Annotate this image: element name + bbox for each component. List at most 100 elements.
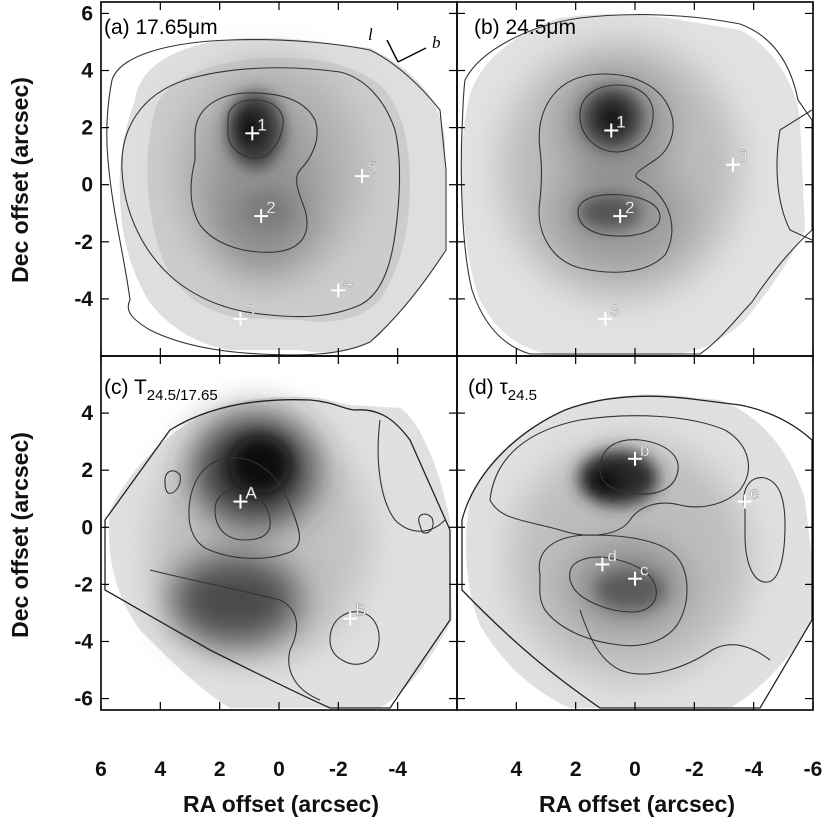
panel-b-contour-4: [577, 194, 661, 237]
panel-c-contour-outer: [104, 399, 451, 709]
panel-c-ytick-label: 0: [81, 516, 93, 539]
panel-c-ytick-label: -2: [74, 573, 93, 596]
compass-b-arm: [397, 47, 427, 63]
panel-c-contour-8: [149, 569, 321, 701]
panel-c: AB: [104, 396, 453, 709]
panel-d-contour-4: [538, 534, 688, 647]
panel-c-ytick-label: 2: [81, 459, 93, 482]
panel-d-contour-2: [489, 415, 749, 536]
panel-a-ytick-label: 0: [81, 174, 93, 197]
panel-d-contour-outer: [461, 395, 813, 709]
panel-a-source-5: 5: [355, 158, 377, 184]
panel-d-xtick-label: -2: [685, 758, 704, 781]
panel-a-contour-4: [227, 99, 284, 159]
panel-c-xtick-label: 2: [214, 758, 226, 781]
panel-c-contour-3: [214, 489, 271, 541]
panel-d-source-b: b: [628, 441, 650, 466]
panel-d-xtick-label: 4: [510, 758, 522, 781]
source-label: 2: [625, 198, 634, 217]
panel-a-markers: 1 2 3 4 5: [233, 115, 377, 326]
panel-d-xtick-label: 0: [629, 758, 641, 781]
panel-c-xtick-label: 0: [273, 758, 285, 781]
panel-a-label: (a) 17.65μm: [104, 16, 218, 39]
source-label: B: [355, 601, 366, 620]
panel-d-source-c: c: [628, 560, 649, 586]
x-axis-title-left: RA offset (arcsec): [183, 791, 379, 817]
source-label: b: [640, 441, 649, 460]
y-axis-title-bottom: Dec offset (arcsec): [7, 432, 33, 638]
panel-b-source-1: 1: [604, 112, 626, 138]
source-label: 4: [343, 272, 352, 291]
panel-d-xtick-label: 2: [570, 758, 582, 781]
panel-c-xtick-label: 6: [95, 758, 107, 781]
panel-a-ytick-label: 6: [81, 2, 93, 25]
tick-labels: 6 4 2 0 -2 -4 6 4 2 0 -2 -4 4 2 0 -2 -4 -6 4 2 0 -2 -4 -6: [74, 2, 822, 781]
panel-b-source-2: 2: [613, 198, 635, 224]
panel-d-source-e: e: [737, 483, 759, 509]
source-label: 5: [367, 158, 376, 177]
tick-marks: [100, 2, 814, 710]
panel-c-xtick-label: -4: [388, 758, 407, 781]
panel-c-contour-5: [329, 611, 380, 665]
panel-d-xtick-label: -4: [744, 758, 763, 781]
panel-c-contour-4: [164, 470, 181, 494]
panel-a-ytick-label: 4: [81, 60, 93, 83]
panel-a-source-4: 4: [331, 272, 353, 298]
panel-b-label: (b) 24.5μm: [474, 16, 576, 39]
panel-a: 1 2 3 4 5: [106, 37, 447, 356]
source-label: 1: [616, 112, 625, 131]
source-label: A: [245, 484, 257, 503]
panel-c-source-A: A: [233, 483, 258, 509]
panel-c-ytick-label: -6: [74, 688, 93, 711]
source-label: 5: [738, 147, 747, 166]
compass-l-label: l: [368, 25, 373, 44]
panel-d-contour-5: [569, 556, 657, 613]
panel-b: 1 2 3 5: [460, 14, 813, 356]
panel-c-ytick-label: 4: [81, 402, 93, 425]
compass-b-label: b: [432, 33, 441, 52]
source-label: c: [640, 561, 649, 580]
panel-b-contour-right: [776, 109, 813, 241]
panel-a-ytick-label: -2: [74, 231, 93, 254]
galactic-compass: l b: [368, 25, 441, 63]
panel-c-contour-6: [377, 419, 446, 532]
source-label: 3: [245, 301, 254, 320]
panel-c-xtick-label: 4: [154, 758, 166, 781]
panel-d-contour-6: [743, 477, 786, 583]
panel-d-xtick-label: -6: [804, 758, 823, 781]
panel-a-source-3: 3: [233, 301, 255, 326]
panel-b-source-5: 5: [725, 147, 748, 172]
panel-a-ytick-label: 2: [81, 117, 93, 140]
panel-d-label: (d) τ24.5: [468, 376, 537, 404]
panel-b-contour-3: [579, 84, 654, 153]
panel-d-contour-7: [579, 609, 771, 675]
panel-d-source-d: d: [595, 546, 617, 572]
panel-a-source-1: 1: [245, 115, 267, 141]
source-label: 3: [610, 301, 619, 320]
panel-d: b c d e: [461, 394, 813, 709]
y-axis-title-top: Dec offset (arcsec): [7, 77, 33, 283]
source-label: 1: [257, 115, 266, 134]
panel-c-markers: AB: [233, 483, 367, 626]
panel-c-source-B: B: [343, 600, 367, 626]
panel-b-source-3: 3: [598, 301, 620, 326]
panel-c-xtick-label: -2: [329, 758, 348, 781]
panel-c-contour-7: [418, 513, 434, 534]
panel-d-contour-3: [599, 439, 679, 495]
panel-b-markers: 1 2 3 5: [598, 112, 748, 326]
panel-a-contour-3: [190, 92, 318, 253]
panel-d-markers: b c d e: [595, 441, 759, 586]
panel-b-contour-2: [538, 73, 674, 273]
panel-a-ytick-label: -4: [74, 288, 93, 311]
panel-c-contour-2: [188, 457, 300, 559]
panel-a-source-2: 2: [254, 198, 276, 224]
source-label: d: [607, 546, 616, 565]
panel-c-ytick-label: -4: [74, 630, 93, 653]
panel-b-contour-outer: [460, 14, 813, 355]
panel-a-contour-2: [121, 67, 401, 318]
compass-l-arm: [386, 39, 399, 63]
panel-a-contour-outer: [106, 39, 447, 356]
source-label: e: [750, 484, 759, 503]
x-axis-title-right: RA offset (arcsec): [539, 791, 735, 817]
